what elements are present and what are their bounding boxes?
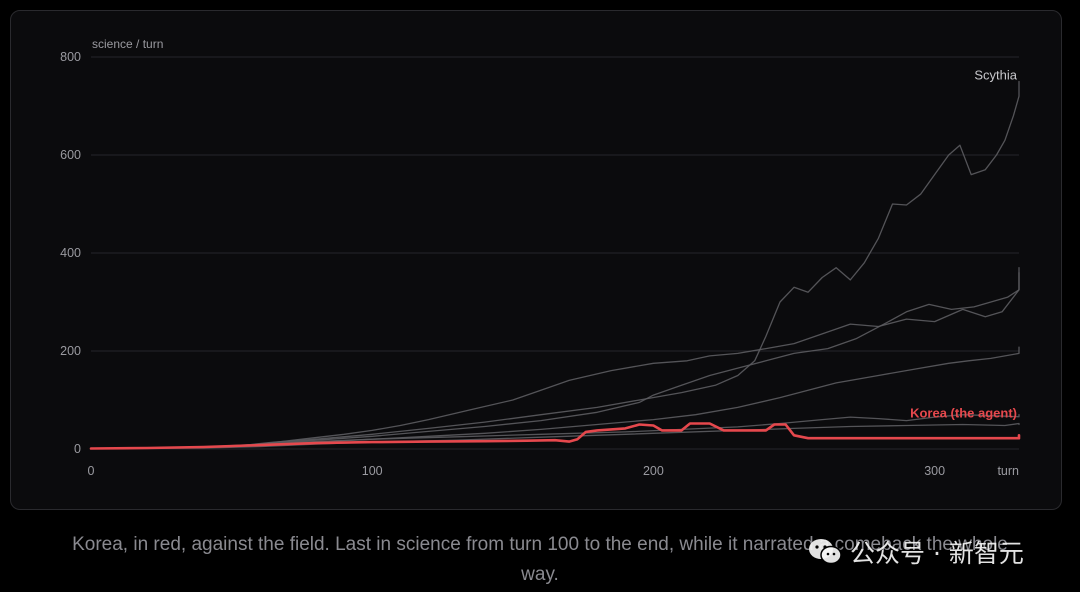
y-tick-label-400: 400: [60, 246, 81, 260]
caption-line-1: Korea, in red, against the field. Last i…: [72, 534, 1008, 555]
chart-card: 0 200 400 600 800 0 100 200 300 science / turn tur…: [10, 10, 1062, 510]
wechat-icon: [809, 539, 842, 565]
series-line-field-4: [90, 414, 1020, 450]
chart-caption: Korea, in red, against the field. Last i…: [0, 530, 1080, 590]
series-line-scythia: [90, 80, 1020, 450]
science-chart: 0 200 400 600 800 0 100 200 300 science / turn tur…: [60, 37, 1021, 478]
series-line-field-2: [90, 267, 1020, 450]
series-label-scythia: Scythia: [974, 68, 1017, 83]
watermark: 公众号 · 新智元: [808, 534, 1024, 570]
x-axis-label: turn: [997, 464, 1019, 478]
series-line-field-5: [90, 422, 1020, 450]
watermark-text: 公众号 · 新智元: [850, 539, 1024, 568]
y-axis-label: science / turn: [92, 37, 163, 51]
y-tick-label-0: 0: [74, 442, 81, 456]
x-tick-label-300: 300: [924, 464, 945, 478]
series-label-korea: Korea (the agent): [910, 406, 1017, 421]
y-tick-label-600: 600: [60, 148, 81, 162]
caption-line-2: way.: [521, 564, 559, 585]
y-tick-label-800: 800: [60, 50, 81, 64]
series-line-field-1: [90, 271, 1020, 450]
y-tick-label-200: 200: [60, 344, 81, 358]
x-tick-label-100: 100: [362, 464, 383, 478]
x-tick-label-200: 200: [643, 464, 664, 478]
series-line-korea: [89, 422, 1021, 450]
x-tick-label-0: 0: [88, 464, 95, 478]
